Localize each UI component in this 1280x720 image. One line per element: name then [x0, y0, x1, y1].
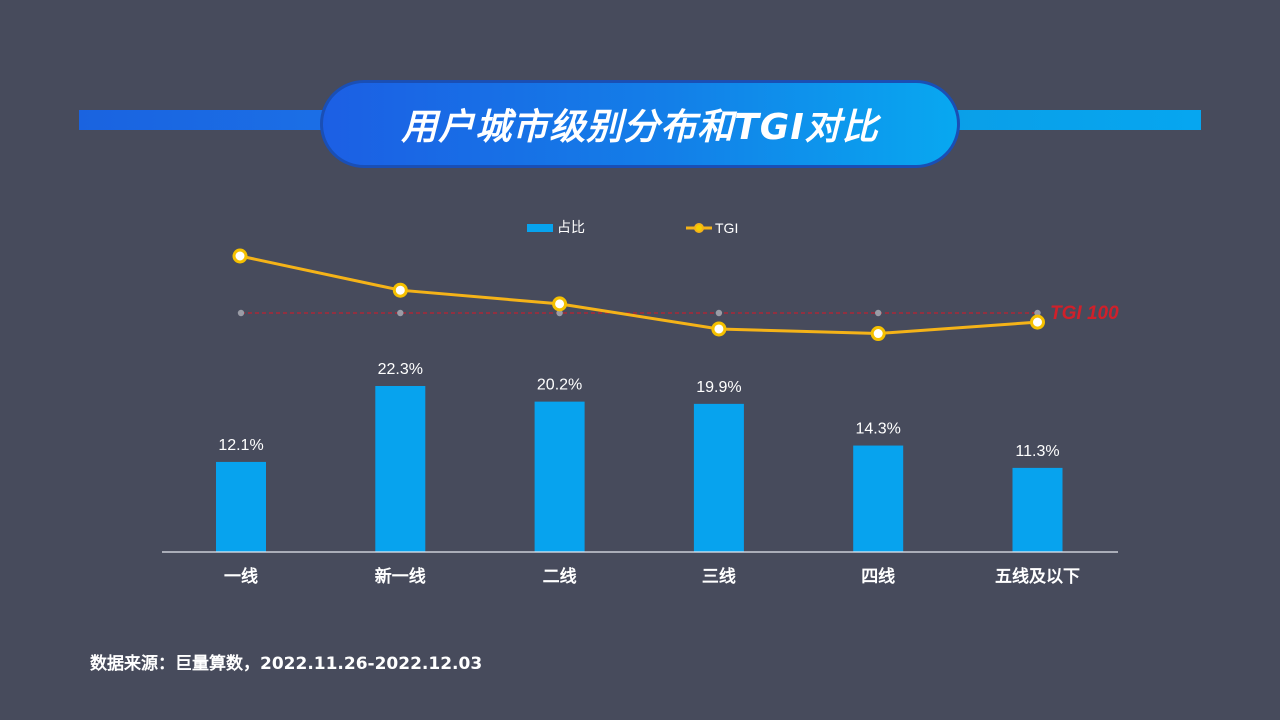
bar-5 [853, 445, 904, 552]
legend-line-label: TGI [715, 220, 738, 236]
bar-3 [534, 401, 585, 552]
reference-dot-4 [715, 309, 723, 317]
x-tick-label-4: 三线 [702, 566, 736, 587]
chart-legend: 占比 TGI [527, 220, 738, 236]
tgi-line [239, 254, 1038, 336]
reference-dot-6 [1034, 309, 1041, 317]
reference-dot-2 [397, 309, 404, 317]
bar-value-label-1: 12.1% [218, 437, 263, 454]
reference-dot-3 [556, 309, 563, 317]
bar-value-labels: 12.1% 22.3% 20.2% 19.9% 14.3% 11.3% [218, 361, 1059, 460]
legend-bar-swatch [527, 224, 553, 232]
title-decoration-right [952, 110, 1201, 130]
tgi-point-6 [1030, 314, 1045, 330]
title-banner: 用户城市级别分布和TGI对比 [320, 80, 960, 168]
bar-value-label-4: 19.9% [696, 379, 741, 396]
x-tick-label-3: 二线 [543, 566, 577, 587]
bar-value-label-6: 11.3% [1015, 443, 1059, 460]
tgi-point-3 [552, 296, 568, 312]
reference-dots [237, 309, 1041, 317]
reference-dot-5 [875, 309, 882, 317]
tgi-point-5 [870, 326, 886, 342]
title-decoration-left [79, 110, 329, 130]
tgi-point-1 [232, 248, 248, 264]
x-tick-label-5: 四线 [861, 566, 895, 587]
x-tick-label-1: 一线 [224, 566, 258, 587]
bar-value-label-3: 20.2% [537, 377, 582, 394]
page-title: 用户城市级别分布和TGI对比 [401, 107, 879, 148]
x-axis-tick-labels: 一线 新一线 二线 三线 四线 五线及以下 [224, 566, 1080, 587]
reference-dot-1 [237, 309, 245, 317]
tgi-point-2 [392, 282, 408, 298]
tgi-point-4 [711, 321, 727, 337]
bar-series [216, 386, 1063, 552]
legend-bar-label: 占比 [557, 220, 585, 236]
x-tick-label-2: 新一线 [375, 566, 426, 587]
bar-2 [375, 386, 426, 552]
bar-6 [1012, 467, 1063, 552]
tgi-reference-label: TGI 100 [1050, 303, 1119, 324]
bar-1 [216, 461, 266, 552]
tgi-series [232, 248, 1045, 342]
legend-line-marker [694, 223, 704, 233]
bar-value-label-5: 14.3% [856, 421, 901, 438]
x-tick-label-6: 五线及以下 [995, 566, 1080, 587]
bar-value-label-2: 22.3% [378, 361, 423, 378]
bar-4 [693, 403, 744, 552]
data-source-note: 数据来源：巨量算数，2022.11.26-2022.12.03 [90, 654, 483, 674]
